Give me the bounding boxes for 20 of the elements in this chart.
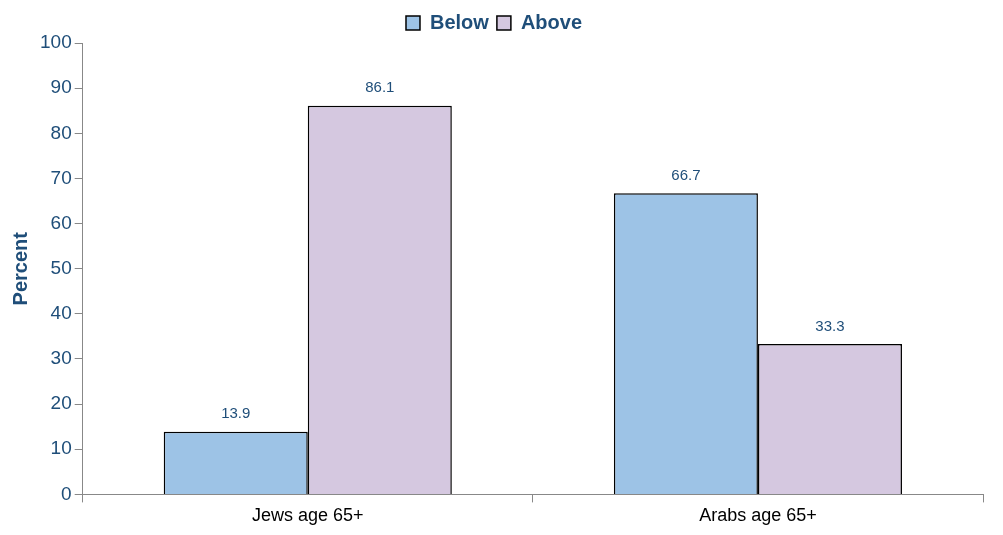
- x-tick-label: Arabs age 65+: [699, 505, 817, 526]
- data-label: 66.7: [671, 165, 701, 183]
- y-tick-label: 50: [50, 256, 72, 278]
- data-label: 33.3: [815, 316, 845, 334]
- y-tick-label: 90: [50, 76, 72, 98]
- x-tick-label: Jews age 65+: [251, 505, 364, 526]
- data-label: 13.9: [221, 404, 251, 422]
- y-tick-label: 0: [61, 482, 72, 504]
- y-tick-label: 10: [50, 437, 72, 459]
- y-tick-label: 80: [50, 121, 72, 143]
- y-tick-label: 60: [50, 211, 72, 233]
- y-tick-label: 70: [50, 166, 72, 188]
- y-axis-title: Percent: [8, 231, 31, 306]
- y-tick-label: 30: [50, 347, 72, 369]
- data-label: 86.1: [365, 78, 395, 96]
- legend-label: Below: [429, 10, 490, 33]
- y-tick-label: 40: [50, 302, 72, 324]
- legend-label: Above: [520, 10, 583, 33]
- y-tick-label: 20: [50, 392, 72, 414]
- y-tick-label: 100: [40, 31, 72, 53]
